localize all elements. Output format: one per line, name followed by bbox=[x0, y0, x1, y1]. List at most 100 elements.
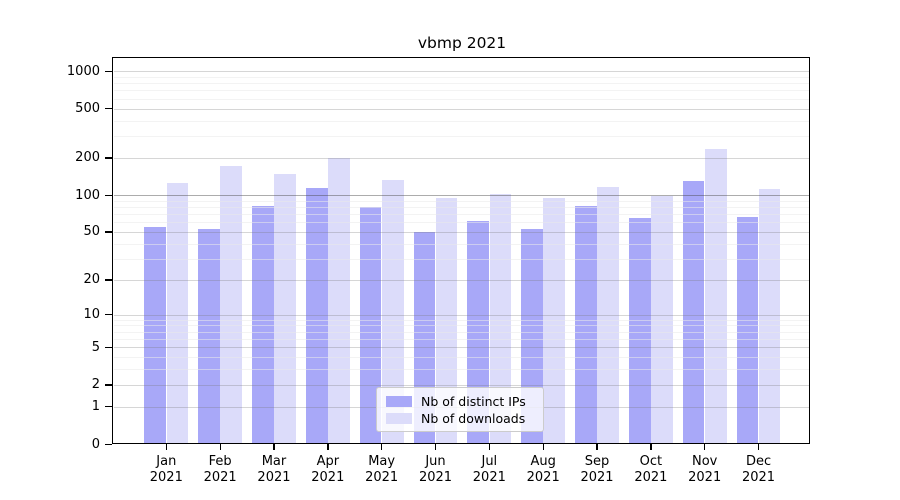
bar-downloads-feb bbox=[220, 165, 243, 444]
x-tick-label-may: May 2021 bbox=[354, 454, 410, 486]
y-tick-1 bbox=[105, 406, 112, 408]
y-tick-label-0: 0 bbox=[91, 436, 100, 452]
gridline-minor-y-6 bbox=[114, 339, 810, 341]
x-tick-mar bbox=[273, 444, 275, 450]
gridline-y-200 bbox=[114, 157, 810, 159]
gridline-minor-y-300 bbox=[114, 136, 810, 138]
x-tick-label-jan: Jan 2021 bbox=[138, 454, 194, 486]
bar-distinct-ips-oct bbox=[628, 217, 651, 444]
x-tick-year: 2021 bbox=[472, 470, 506, 485]
gridline-minor-y-400 bbox=[114, 120, 810, 122]
x-tick-nov bbox=[704, 444, 706, 450]
bar-distinct-ips-dec bbox=[736, 217, 759, 444]
gridline-y-1000 bbox=[114, 71, 810, 73]
gridline-minor-y-7 bbox=[114, 331, 810, 333]
gridline-y-10 bbox=[114, 314, 810, 316]
y-tick-label-5: 5 bbox=[91, 339, 100, 355]
x-tick-may bbox=[381, 444, 383, 450]
gridline-y-100-emphasized bbox=[114, 194, 810, 197]
x-tick-label-feb: Feb 2021 bbox=[192, 454, 248, 486]
gridline-y-20 bbox=[114, 279, 810, 281]
x-tick-month: Aug bbox=[530, 454, 556, 469]
bar-distinct-ips-feb bbox=[198, 228, 220, 444]
y-tick-1000 bbox=[105, 70, 112, 73]
y-tick-5 bbox=[105, 346, 112, 349]
gridline-minor-y-90 bbox=[114, 200, 810, 202]
legend-swatch-distinct-ips bbox=[386, 395, 412, 407]
x-tick-month: Dec bbox=[745, 454, 772, 469]
gridline-minor-y-9 bbox=[114, 319, 810, 321]
legend-item-distinct-ips: Nb of distinct IPs bbox=[386, 393, 534, 409]
bar-downloads-apr bbox=[328, 158, 350, 444]
x-tick-year: 2021 bbox=[580, 470, 614, 485]
bar-distinct-ips-may bbox=[359, 206, 382, 444]
gridline-y-2 bbox=[114, 384, 810, 386]
y-tick-100 bbox=[105, 194, 112, 196]
gridline-minor-y-40 bbox=[114, 243, 810, 245]
bar-distinct-ips-apr bbox=[305, 188, 328, 444]
gridline-y-500 bbox=[114, 108, 810, 110]
x-tick-label-aug: Aug 2021 bbox=[515, 454, 571, 486]
gridline-minor-y-800 bbox=[114, 83, 810, 85]
y-tick-20 bbox=[105, 279, 112, 281]
x-tick-label-dec: Dec 2021 bbox=[731, 454, 787, 486]
x-tick-month: Nov bbox=[692, 454, 718, 469]
legend-label-distinct-ips: Nb of distinct IPs bbox=[421, 393, 526, 409]
x-tick-year: 2021 bbox=[634, 470, 668, 485]
bar-downloads-jan bbox=[166, 183, 189, 444]
bar-distinct-ips-mar bbox=[252, 206, 274, 444]
chart-title: vbmp 2021 bbox=[417, 34, 507, 52]
x-tick-year: 2021 bbox=[257, 470, 291, 485]
bar-distinct-ips-jan bbox=[144, 226, 166, 444]
x-tick-jan bbox=[165, 444, 167, 450]
gridline-minor-y-60 bbox=[114, 222, 810, 224]
x-tick-label-oct: Oct 2021 bbox=[623, 454, 679, 486]
x-tick-month: Sep bbox=[584, 454, 610, 469]
x-tick-month: Jan bbox=[156, 454, 177, 469]
x-tick-feb bbox=[219, 444, 221, 450]
y-tick-label-100: 100 bbox=[75, 187, 100, 203]
x-tick-year: 2021 bbox=[688, 470, 722, 485]
y-tick-0 bbox=[105, 443, 112, 445]
x-tick-month: Jun bbox=[425, 454, 446, 469]
x-tick-month: Feb bbox=[208, 454, 232, 469]
x-tick-dec bbox=[757, 444, 760, 450]
y-tick-label-20: 20 bbox=[83, 272, 100, 288]
y-tick-label-2: 2 bbox=[91, 377, 100, 393]
legend: Nb of distinct IPs Nb of downloads bbox=[376, 387, 544, 432]
y-tick-label-50: 50 bbox=[83, 224, 100, 240]
gridline-minor-y-3 bbox=[114, 369, 810, 371]
x-tick-year: 2021 bbox=[741, 470, 776, 485]
x-tick-year: 2021 bbox=[418, 470, 453, 485]
bar-downloads-nov bbox=[705, 148, 727, 444]
bar-downloads-may bbox=[381, 180, 404, 444]
gridline-minor-y-70 bbox=[114, 214, 810, 216]
bar-distinct-ips-sep bbox=[575, 205, 597, 444]
x-tick-oct bbox=[650, 444, 652, 450]
x-tick-label-apr: Apr 2021 bbox=[300, 454, 356, 486]
x-tick-jun bbox=[434, 444, 437, 450]
y-tick-2 bbox=[105, 384, 112, 386]
x-tick-label-jul: Jul 2021 bbox=[461, 454, 517, 486]
x-tick-month: May bbox=[368, 454, 396, 469]
gridline-minor-y-900 bbox=[114, 76, 810, 78]
x-tick-label-sep: Sep 2021 bbox=[569, 454, 625, 486]
gridline-minor-y-30 bbox=[114, 258, 810, 260]
bar-downloads-oct bbox=[651, 196, 673, 444]
x-tick-year: 2021 bbox=[365, 470, 399, 485]
y-tick-200 bbox=[105, 157, 112, 159]
x-tick-label-mar: Mar 2021 bbox=[246, 454, 302, 486]
bar-downloads-mar bbox=[274, 174, 296, 444]
x-tick-jul bbox=[488, 444, 491, 450]
bar-downloads-sep bbox=[597, 187, 619, 444]
x-tick-year: 2021 bbox=[149, 470, 183, 485]
y-tick-10 bbox=[105, 314, 112, 316]
legend-label-downloads: Nb of downloads bbox=[421, 410, 526, 426]
x-tick-label-jun: Jun 2021 bbox=[408, 454, 464, 486]
legend-swatch-downloads bbox=[386, 412, 412, 424]
bar-downloads-jul bbox=[489, 194, 512, 444]
gridline-minor-y-600 bbox=[114, 98, 810, 100]
bar-distinct-ips-nov bbox=[682, 180, 705, 444]
y-tick-label-1000: 1000 bbox=[66, 63, 100, 79]
